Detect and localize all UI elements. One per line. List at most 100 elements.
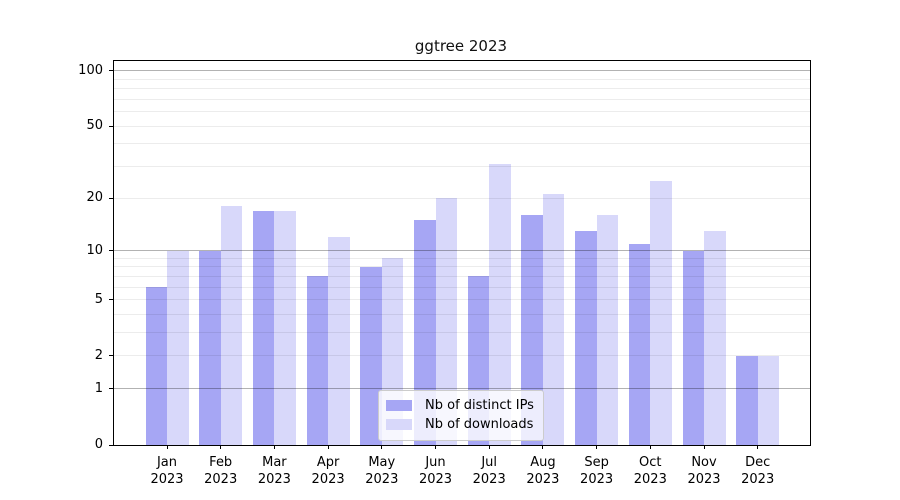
x-tick-label: Oct 2023 xyxy=(620,454,680,488)
month-label: Apr xyxy=(316,455,340,470)
month-label: Jan xyxy=(156,455,178,470)
bar-nb-of-downloads-sep xyxy=(596,215,619,445)
legend-swatch-nb-of-downloads xyxy=(386,419,412,430)
x-tick xyxy=(542,445,544,449)
minor-gridline xyxy=(114,111,810,113)
x-tick xyxy=(488,445,490,449)
bar-nb-of-distinct-ips-dec xyxy=(736,355,758,445)
minor-gridline xyxy=(114,166,810,168)
minor-gridline xyxy=(114,143,810,145)
x-tick xyxy=(757,445,759,449)
legend-swatch-nb-of-distinct-ips xyxy=(386,400,412,411)
x-tick xyxy=(166,445,168,449)
bar-nb-of-distinct-ips-nov xyxy=(682,250,704,445)
bar-nb-of-distinct-ips-feb xyxy=(199,250,221,445)
minor-gridline xyxy=(114,88,810,90)
bar-nb-of-distinct-ips-jun xyxy=(414,220,436,445)
bar-nb-of-distinct-ips-apr xyxy=(306,276,329,445)
month-label: Aug xyxy=(530,455,556,470)
x-tick-label: May 2023 xyxy=(352,454,412,488)
month-label: Nov xyxy=(691,455,717,470)
month-label: Dec xyxy=(745,455,771,470)
year-label: 2023 xyxy=(311,472,345,487)
x-tick xyxy=(273,445,275,449)
bar-nb-of-downloads-jan xyxy=(167,250,189,445)
bar-nb-of-downloads-dec xyxy=(757,355,780,445)
x-tick xyxy=(596,445,598,449)
x-tick xyxy=(703,445,705,449)
y-tick xyxy=(109,444,113,446)
minor-gridline xyxy=(114,125,810,127)
month-label: Mar xyxy=(262,455,287,470)
month-label: Jun xyxy=(425,455,446,470)
bar-nb-of-distinct-ips-may xyxy=(360,266,382,445)
y-tick-label: 1 xyxy=(94,380,103,396)
x-tick-label: Dec 2023 xyxy=(728,454,788,488)
bar-nb-of-downloads-aug xyxy=(542,194,565,445)
year-label: 2023 xyxy=(687,472,721,487)
y-tick xyxy=(109,125,113,127)
y-tick-label: 0 xyxy=(94,437,103,452)
y-tick xyxy=(109,355,113,357)
bar-nb-of-downloads-nov xyxy=(704,231,726,445)
x-tick-label: Jan 2023 xyxy=(137,454,197,488)
minor-gridline xyxy=(114,197,810,199)
year-label: 2023 xyxy=(741,472,775,487)
x-tick-label: Nov 2023 xyxy=(674,454,734,488)
year-label: 2023 xyxy=(472,472,506,487)
bar-nb-of-downloads-oct xyxy=(650,180,672,445)
legend-label-nb-of-distinct-ips: Nb of distinct IPs xyxy=(425,398,534,413)
x-tick xyxy=(381,445,383,449)
x-tick-label: Apr 2023 xyxy=(298,454,358,488)
x-tick-label: Feb 2023 xyxy=(191,454,251,488)
month-label: Sep xyxy=(584,455,609,470)
bar-nb-of-downloads-jul xyxy=(489,164,511,445)
bar-nb-of-distinct-ips-oct xyxy=(628,243,651,445)
legend-label-nb-of-downloads: Nb of downloads xyxy=(425,417,534,432)
major-gridline xyxy=(114,70,810,72)
bar-nb-of-downloads-mar xyxy=(274,210,296,445)
bar-nb-of-downloads-jun xyxy=(435,198,457,445)
legend-row-nb-of-distinct-ips: Nb of distinct IPs xyxy=(386,396,534,415)
month-label: Jul xyxy=(481,455,498,470)
x-tick-label: Mar 2023 xyxy=(244,454,304,488)
x-tick-label: Aug 2023 xyxy=(513,454,573,488)
year-label: 2023 xyxy=(580,472,614,487)
y-tick xyxy=(109,250,113,252)
y-tick xyxy=(109,197,113,199)
bar-nb-of-downloads-apr xyxy=(328,237,350,445)
month-label: Feb xyxy=(209,455,233,470)
year-label: 2023 xyxy=(526,472,560,487)
minor-gridline xyxy=(114,98,810,100)
plot-area: Nb of distinct IPs Nb of downloads 100 50 2… xyxy=(78,60,811,487)
year-label: 2023 xyxy=(204,472,238,487)
month-label: Oct xyxy=(639,455,662,470)
y-tick-label: 5 xyxy=(94,291,103,307)
x-tick xyxy=(220,445,222,449)
bar-nb-of-distinct-ips-jan xyxy=(145,287,167,445)
y-tick xyxy=(109,70,113,72)
chart-title: ggtree 2023 xyxy=(414,37,508,55)
x-tick xyxy=(649,445,651,449)
year-label: 2023 xyxy=(418,472,453,487)
y-tick-label: 50 xyxy=(86,118,103,134)
minor-gridline xyxy=(114,78,810,80)
x-tick xyxy=(327,445,329,449)
bar-nb-of-distinct-ips-sep xyxy=(575,231,597,445)
y-tick-label: 20 xyxy=(86,190,103,206)
x-tick-label: Jun 2023 xyxy=(406,454,466,488)
x-tick-label: Jul 2023 xyxy=(459,454,519,488)
year-label: 2023 xyxy=(633,472,667,487)
y-tick-label: 2 xyxy=(94,347,103,363)
year-label: 2023 xyxy=(257,472,291,487)
bar-nb-of-downloads-feb xyxy=(220,206,243,445)
x-tick-label: Sep 2023 xyxy=(567,454,627,488)
x-tick xyxy=(435,445,436,449)
y-tick xyxy=(109,388,113,390)
legend-row-nb-of-downloads: Nb of downloads xyxy=(386,415,533,434)
y-tick xyxy=(109,299,113,301)
year-label: 2023 xyxy=(150,472,184,487)
y-tick-label: 100 xyxy=(78,62,103,78)
legend: Nb of distinct IPs Nb of downloads xyxy=(378,390,544,441)
